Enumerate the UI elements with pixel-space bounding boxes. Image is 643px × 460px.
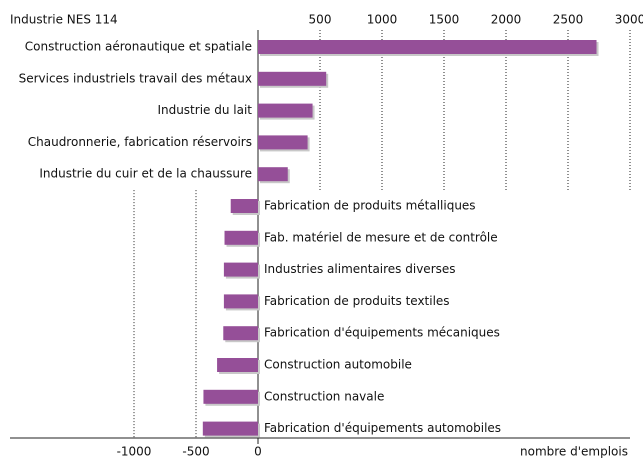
x-axis-label: nombre d'emplois xyxy=(520,445,628,459)
x-tick-label: 3000 xyxy=(615,13,643,27)
category-label: Fabrication de produits textiles xyxy=(264,294,450,308)
bar xyxy=(258,40,597,54)
bar xyxy=(224,230,258,245)
category-label: Construction automobile xyxy=(264,358,412,372)
category-label: Construction navale xyxy=(264,389,384,403)
x-tick-label: 0 xyxy=(254,445,262,459)
x-tick-label: 1500 xyxy=(429,13,460,27)
x-tick-label: 1000 xyxy=(367,13,398,27)
category-label: Fabrication d'équipements automobiles xyxy=(264,421,501,435)
category-label: Industries alimentaires diverses xyxy=(264,262,456,276)
category-label: Industrie du cuir et de la chaussure xyxy=(39,167,252,181)
bar xyxy=(202,421,258,436)
category-label: Industrie du lait xyxy=(157,103,252,117)
bar xyxy=(258,167,288,182)
bar xyxy=(203,389,258,404)
category-label: Fabrication d'équipements mécaniques xyxy=(264,326,500,340)
bar xyxy=(258,103,313,118)
x-tick-label: 2000 xyxy=(491,13,522,27)
x-tick-label: -1000 xyxy=(117,445,152,459)
bar xyxy=(258,135,308,150)
bar xyxy=(223,326,258,341)
x-tick-label: -500 xyxy=(182,445,209,459)
chart-title: Industrie NES 114 xyxy=(10,13,118,27)
category-label: Chaudronnerie, fabrication réservoirs xyxy=(28,135,252,149)
category-label: Fab. matériel de mesure et de contrôle xyxy=(264,230,498,244)
bar xyxy=(230,199,258,213)
bar xyxy=(258,71,327,86)
bar xyxy=(223,294,258,309)
category-label: Services industriels travail des métaux xyxy=(19,71,252,85)
bar xyxy=(223,262,258,277)
category-label: Fabrication de produits métalliques xyxy=(264,199,476,213)
bar xyxy=(217,358,258,372)
x-tick-label: 500 xyxy=(309,13,332,27)
x-tick-label: 2500 xyxy=(553,13,584,27)
category-label: Construction aéronautique et spatiale xyxy=(25,40,252,54)
